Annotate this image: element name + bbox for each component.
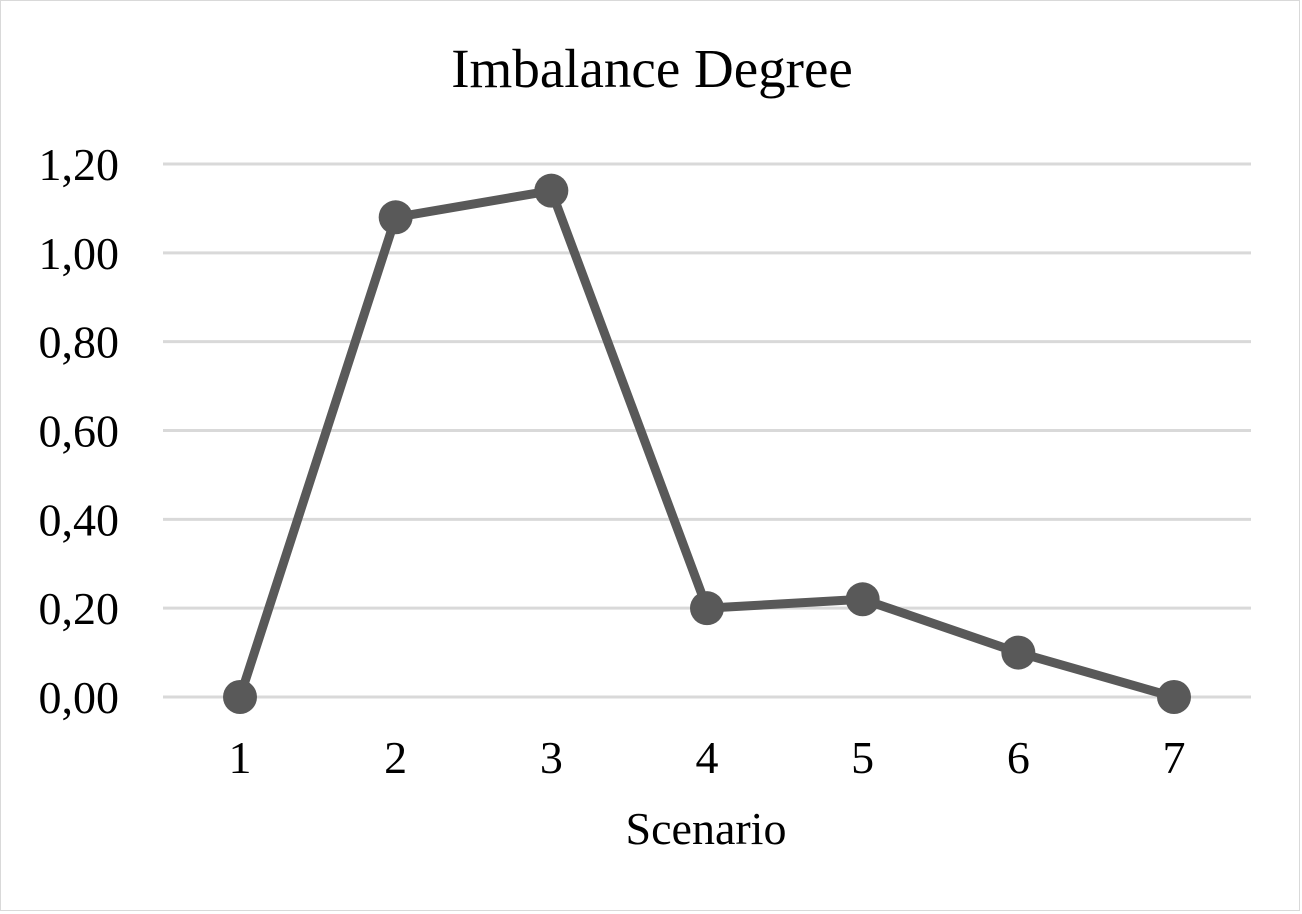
y-tick-labels: 0,00 0,20 0,40 0,60 0,80 1,00 1,20	[39, 139, 120, 723]
x-tick-label: 6	[1007, 732, 1030, 783]
data-point	[534, 173, 569, 208]
x-tick-label: 2	[384, 732, 407, 783]
y-tick-label: 0,40	[39, 494, 120, 545]
x-axis-label: Scenario	[626, 803, 787, 854]
data-point	[1001, 635, 1036, 670]
y-tick-label: 1,20	[39, 139, 120, 190]
y-tick-label: 0,60	[39, 406, 120, 457]
chart-title: Imbalance Degree	[451, 38, 853, 99]
x-tick-label: 7	[1163, 732, 1186, 783]
series-points	[223, 173, 1191, 714]
x-tick-label: 3	[540, 732, 563, 783]
x-tick-label: 4	[696, 732, 719, 783]
x-tick-label: 5	[851, 732, 874, 783]
y-tick-label: 0,80	[39, 317, 120, 368]
x-tick-label: 1	[229, 732, 252, 783]
data-point	[690, 591, 724, 626]
data-point	[1157, 680, 1191, 714]
y-tick-label: 0,20	[39, 583, 120, 634]
y-tick-label: 1,00	[39, 228, 120, 279]
data-point	[845, 582, 880, 617]
y-tick-label: 0,00	[39, 672, 120, 723]
x-tick-labels: 1 2 3 4 5 6 7	[229, 732, 1186, 783]
data-point	[378, 200, 413, 235]
data-point	[223, 680, 257, 714]
